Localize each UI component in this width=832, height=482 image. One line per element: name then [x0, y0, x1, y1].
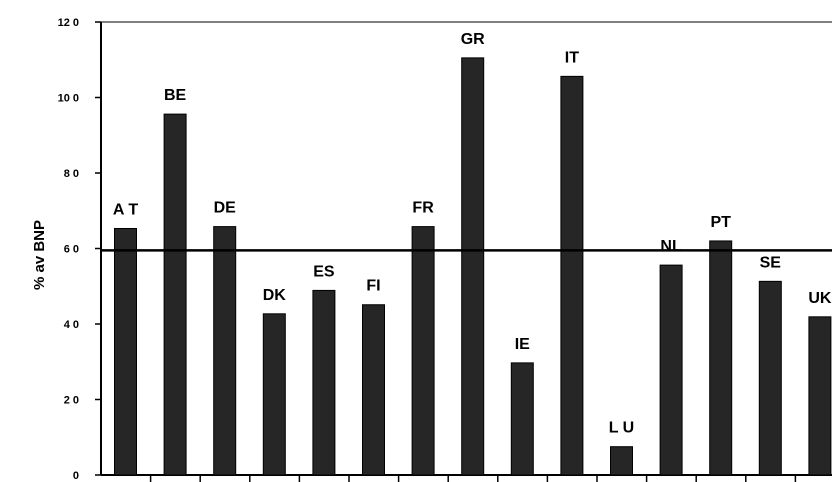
- bars: [114, 57, 832, 476]
- bar-gr: [461, 57, 485, 476]
- bar-at: [114, 227, 137, 476]
- y-tick-label: 4 0: [64, 319, 79, 331]
- bar-label-gr: GR: [461, 31, 485, 48]
- bar-pt: [709, 240, 733, 476]
- bar-it: [560, 75, 584, 476]
- bar-fr: [411, 226, 435, 476]
- bar-label-pt: PT: [710, 214, 731, 231]
- bar-label-ie: IE: [515, 336, 530, 353]
- y-tick-label: 12 0: [58, 17, 79, 29]
- bar-label-be: BE: [164, 87, 187, 104]
- bar-label-at: A T: [113, 201, 138, 218]
- y-tick-label: 8 0: [64, 168, 79, 180]
- bar-uk: [808, 316, 832, 476]
- bar-es: [312, 289, 336, 476]
- bar-fi: [362, 304, 385, 476]
- bar-labels: A T BE DE DK ES FI FR GR IE IT L U NL PT SE UK: [113, 31, 832, 437]
- bar-label-uk: UK: [808, 290, 832, 307]
- bar-label-fr: FR: [412, 200, 434, 217]
- bar-label-nl: NL: [660, 238, 682, 255]
- bar-ie: [510, 362, 534, 476]
- bar-lu: [610, 446, 633, 476]
- y-tick-label: 2 0: [64, 395, 79, 407]
- y-tick-label: 6 0: [64, 244, 79, 256]
- y-tick-label: 10 0: [58, 93, 79, 105]
- bar-de: [213, 226, 237, 476]
- y-tick-label: 0: [73, 470, 79, 482]
- bar-se: [758, 280, 782, 476]
- bar-label-se: SE: [760, 254, 782, 271]
- y-axis-ticks: 0 2 0 4 0 6 0 8 0 10 0 12 0: [58, 17, 101, 482]
- bar-label-lu: L U: [609, 420, 634, 437]
- bar-be: [163, 113, 187, 476]
- y-axis-label: % av BNP: [31, 220, 48, 290]
- bar-label-de: DE: [214, 200, 237, 217]
- bar-label-es: ES: [313, 263, 335, 280]
- bar-dk: [262, 313, 286, 476]
- bar-label-dk: DK: [263, 287, 287, 304]
- bar-label-it: IT: [565, 49, 579, 66]
- bar-label-fi: FI: [366, 278, 380, 295]
- bar-nl: [659, 264, 683, 476]
